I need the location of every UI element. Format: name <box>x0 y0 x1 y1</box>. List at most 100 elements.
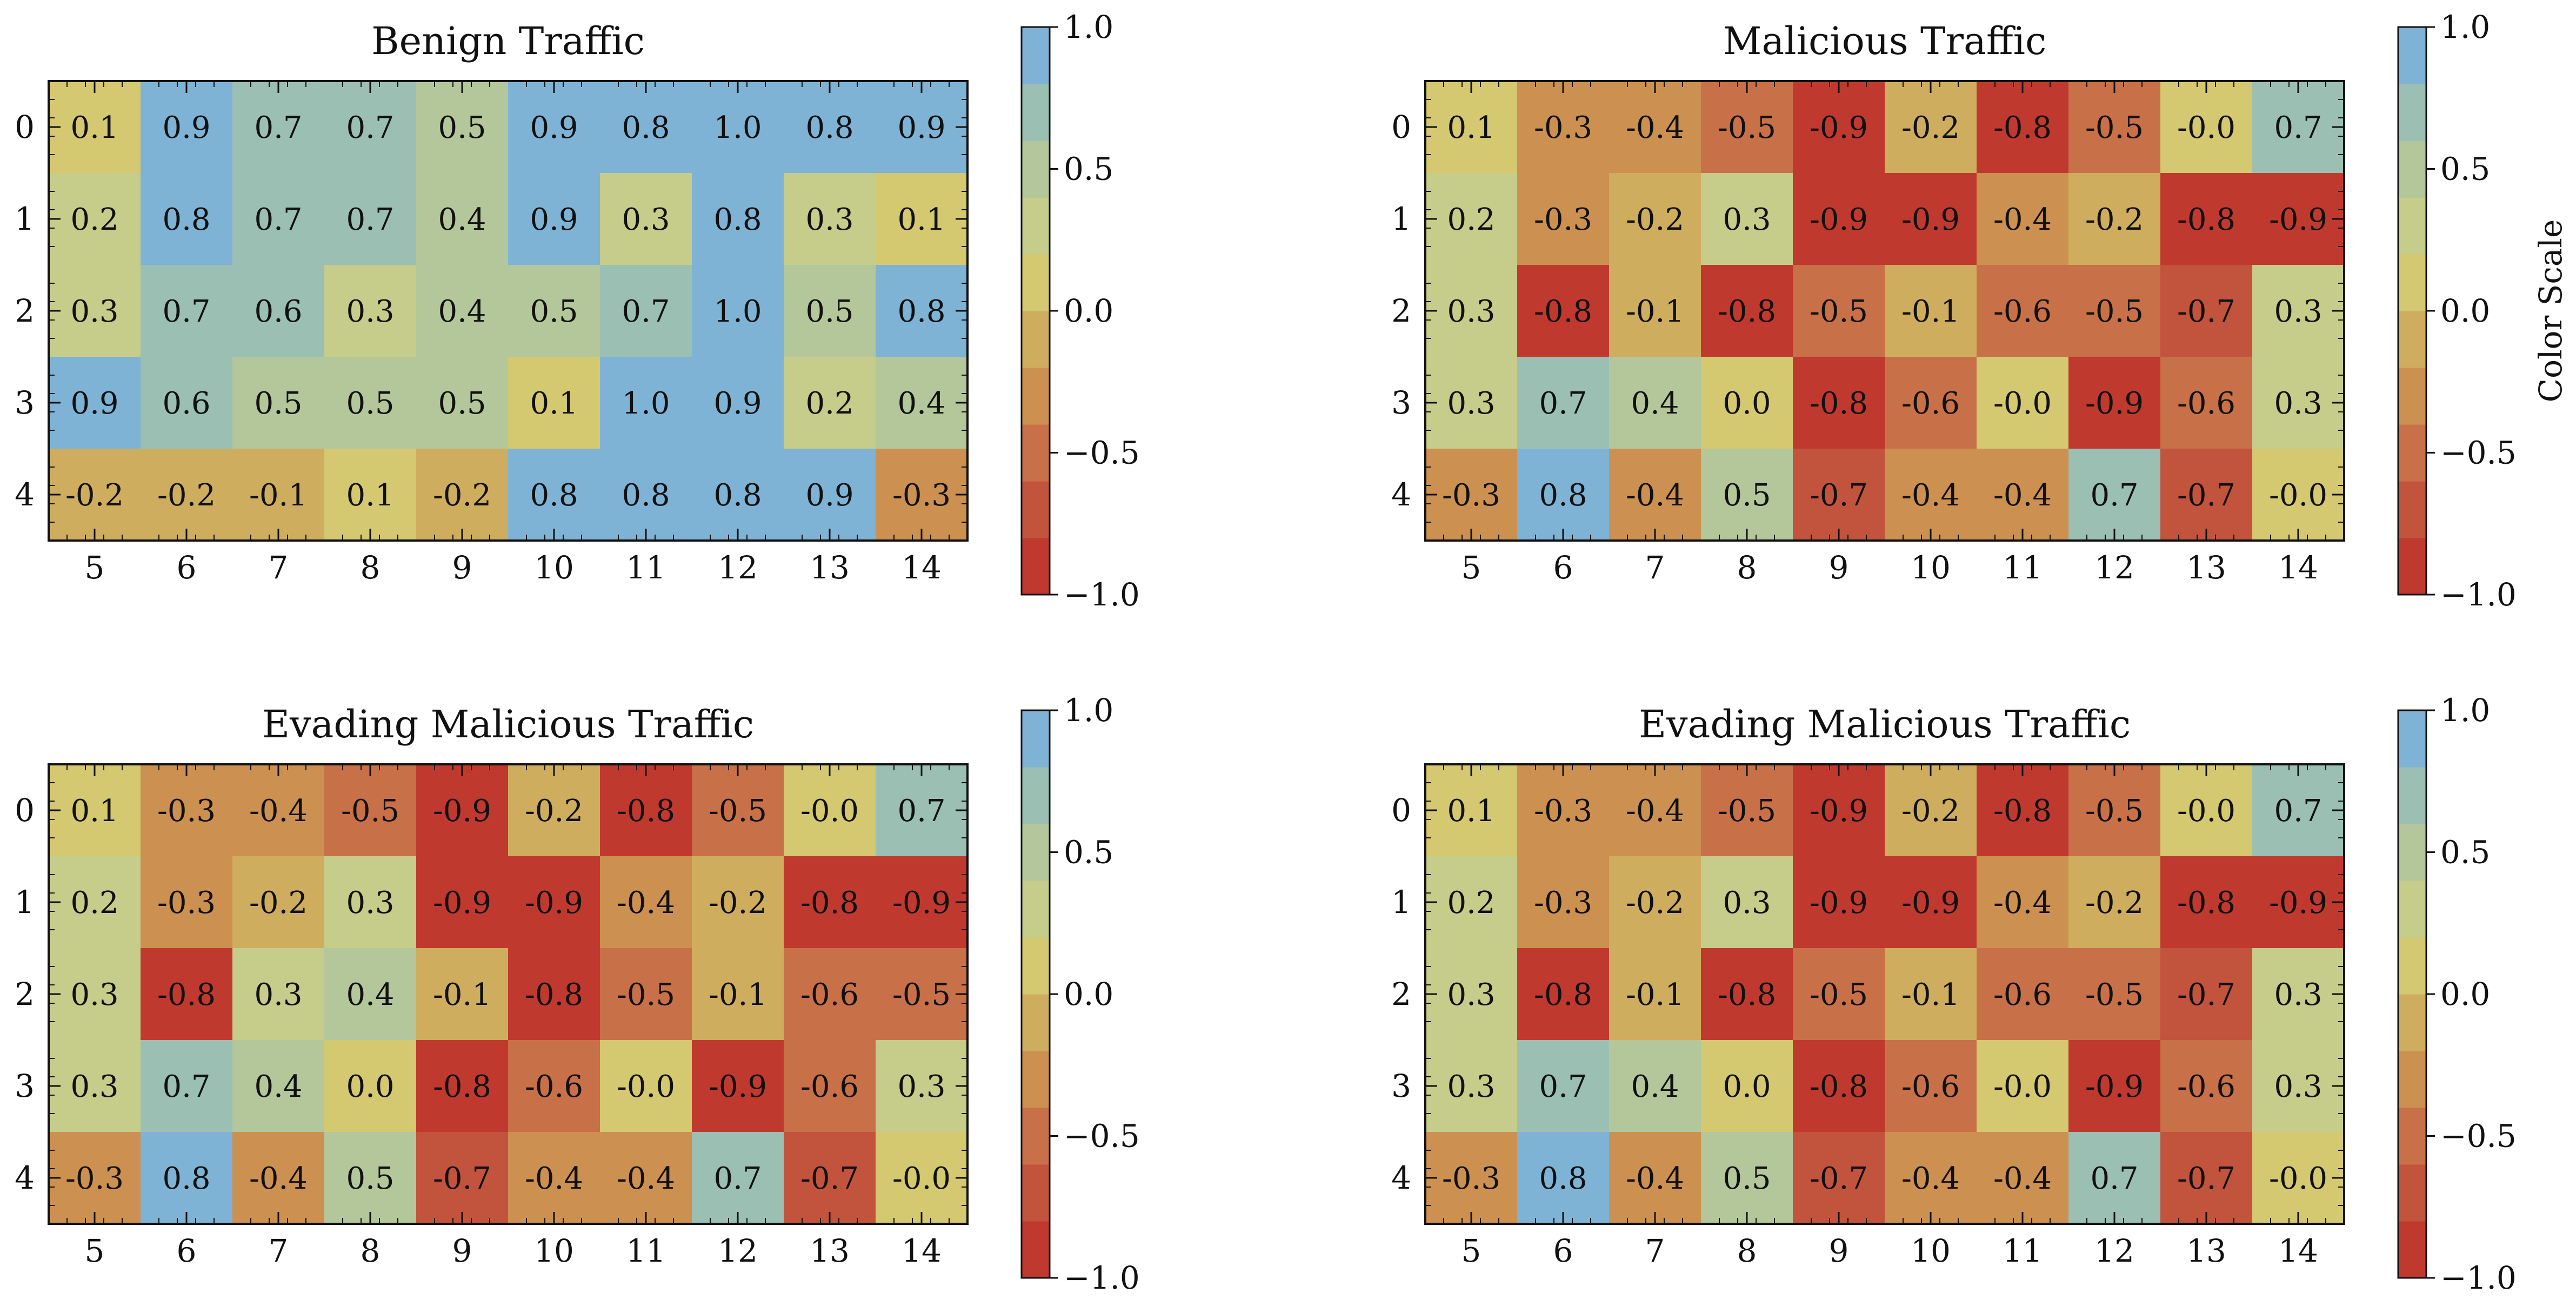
colorbar-segment <box>1022 824 1050 881</box>
cell-value-label: -0.4 <box>1626 478 1684 513</box>
heatmap-cell <box>141 1132 233 1224</box>
heatmap-cell <box>1609 1040 1701 1132</box>
cell-value-label: -0.9 <box>2085 386 2144 421</box>
heatmap-cell <box>1977 81 2069 174</box>
heatmap-cell <box>2160 173 2253 265</box>
heatmap-cell <box>416 81 509 174</box>
heatmap-cell <box>2160 1040 2253 1132</box>
heatmap-panel-3: Evading Malicious Traffic 0.1 -0.3 -0.4 -0.5… <box>15 692 1140 1296</box>
heatmap-cell <box>784 357 876 449</box>
heatmap-panel-1: Benign Traffic 0.1 0.9 0.7 0.7 0.5 0.9 0.8 1.0 0.… <box>15 9 1140 613</box>
x-tick-label: 7 <box>269 549 289 586</box>
colorbar-segment <box>2398 481 2426 538</box>
cell-value-label: -0.8 <box>1993 794 2052 829</box>
cell-value-label: -0.8 <box>1810 1069 1868 1104</box>
heatmap-cell <box>2252 173 2345 265</box>
y-tick-label: 0 <box>15 792 35 829</box>
cell-value-label: 0.7 <box>713 1161 762 1196</box>
colorbar-segment <box>1022 84 1050 141</box>
cell-value-label: -0.5 <box>341 794 399 829</box>
colorbar-segment <box>1022 311 1050 368</box>
heatmap-cell <box>1977 265 2069 357</box>
colorbar-tick-label: 1.0 <box>2440 692 2490 729</box>
heatmap-cell <box>1793 1040 1885 1132</box>
x-tick-label: 6 <box>177 1232 197 1269</box>
heatmap-cell <box>1793 948 1885 1041</box>
colorbar-tick-label: −0.5 <box>1064 1118 1140 1155</box>
x-tick-label: 7 <box>1645 549 1665 586</box>
colorbar-segment <box>1022 254 1050 311</box>
cell-value-label: -0.4 <box>617 885 675 921</box>
colorbar-segment <box>1022 481 1050 538</box>
cell-value-label: 0.6 <box>162 386 210 421</box>
cell-value-label: 0.7 <box>162 1069 210 1104</box>
heatmap-cell <box>232 81 325 174</box>
y-tick-label: 4 <box>15 476 35 513</box>
heatmap-cell <box>784 948 876 1041</box>
colorbar-segment <box>2398 994 2426 1051</box>
colorbar: 1.0 0.5 0.0 −0.5 −1.0 <box>2397 692 2517 1296</box>
cell-value-label: -0.5 <box>1718 794 1776 829</box>
colorbar-segment <box>1022 710 1050 768</box>
x-tick-label: 13 <box>2186 1232 2226 1269</box>
cell-value-label: 0.1 <box>530 386 578 421</box>
heatmap-cell <box>141 948 233 1041</box>
colorbar-segment <box>2398 1108 2426 1165</box>
heatmap-panel-2: Malicious Traffic 0.1 -0.3 -0.4 -0.5 -0.9 -0.2… <box>1391 9 2569 613</box>
cell-value-label: 0.7 <box>254 202 302 237</box>
heatmap-cell <box>324 856 417 949</box>
cell-value-label: 0.8 <box>713 478 762 513</box>
cell-value-label: -0.5 <box>1718 110 1776 145</box>
heatmap-cell <box>1701 357 1793 449</box>
colorbar-segment <box>2398 1164 2426 1222</box>
x-tick-label: 12 <box>718 549 758 586</box>
heatmap-cell <box>324 1132 417 1224</box>
cell-value-label: 0.5 <box>530 294 578 329</box>
x-tick-label: 6 <box>1553 549 1573 586</box>
cell-value-label: 0.2 <box>805 386 853 421</box>
cell-value-label: -0.8 <box>617 794 675 829</box>
heatmap-cell <box>508 856 600 949</box>
cell-value-label: -0.2 <box>433 478 491 513</box>
heatmap-cell <box>784 764 876 857</box>
heatmap-cell <box>508 764 600 857</box>
heatmap-cell <box>600 173 692 265</box>
cell-value-label: -0.8 <box>1534 977 1592 1012</box>
y-tick-label: 4 <box>1391 476 1411 513</box>
y-tick-label: 0 <box>1391 792 1411 829</box>
y-tick-label: 4 <box>15 1159 35 1196</box>
cell-value-label: -0.9 <box>433 885 491 921</box>
x-tick-label: 11 <box>626 1232 666 1269</box>
cell-value-label: 0.7 <box>2274 110 2322 145</box>
heatmap-cell <box>2068 265 2161 357</box>
heatmap-cell <box>416 449 509 541</box>
colorbar-segment <box>1022 1164 1050 1222</box>
heatmap-cell <box>784 449 876 541</box>
heatmap-cell <box>2160 764 2253 857</box>
heatmap-cell <box>324 948 417 1041</box>
cell-value-label: 1.0 <box>622 386 670 421</box>
heatmap-cell <box>876 856 968 949</box>
cell-value-label: 0.0 <box>1723 1069 1771 1104</box>
cell-value-label: -0.0 <box>2177 794 2235 829</box>
heatmap-cell <box>1977 357 2069 449</box>
heatmap-cell <box>1701 265 1793 357</box>
cell-value-label: -0.7 <box>2177 977 2235 1012</box>
cell-value-label: -0.7 <box>2177 294 2235 329</box>
cell-value-label: 0.3 <box>2274 294 2322 329</box>
heatmap-cell <box>1517 1040 1610 1132</box>
cell-value-label: -0.0 <box>800 794 859 829</box>
cell-value-label: -0.7 <box>1810 478 1868 513</box>
heatmap-cell <box>1425 449 1518 541</box>
cell-value-label: -0.8 <box>1993 110 2052 145</box>
cell-value-label: -0.2 <box>249 885 308 921</box>
cell-value-label: 0.5 <box>254 386 302 421</box>
heatmap-cell <box>2252 265 2345 357</box>
colorbar-segment <box>2398 767 2426 824</box>
heatmap-cell <box>1885 1040 1977 1132</box>
heatmap-cell <box>2160 1132 2253 1224</box>
heatmap-cell <box>232 948 325 1041</box>
cell-value-label: -0.2 <box>157 478 216 513</box>
heatmap-cell <box>692 1132 784 1224</box>
cell-value-label: 0.1 <box>897 202 945 237</box>
